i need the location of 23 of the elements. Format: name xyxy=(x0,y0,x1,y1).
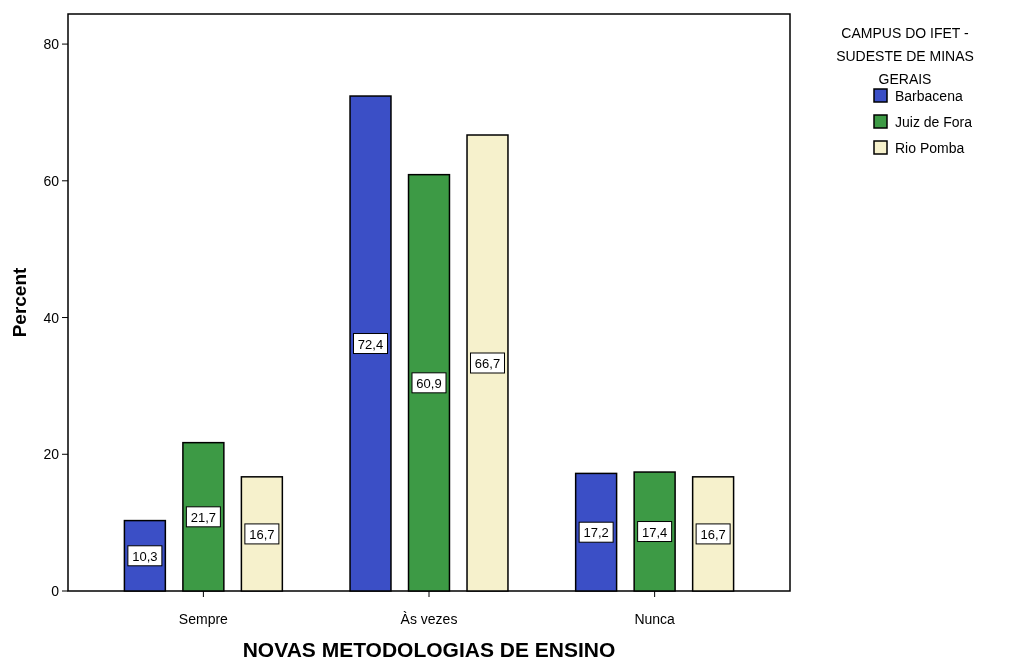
data-label: 72,4 xyxy=(357,336,384,352)
data-label: 17,2 xyxy=(583,525,609,541)
data-label: 10,3 xyxy=(132,548,158,564)
y-tick-label: 0 xyxy=(51,583,60,599)
y-tick-label: 60 xyxy=(43,172,60,189)
y-axis-title: Percent xyxy=(9,266,30,338)
data-label: 60,9 xyxy=(416,375,442,391)
data-label: 21,7 xyxy=(190,509,217,525)
data-label: 16,7 xyxy=(249,526,275,542)
x-tick-label: Às vezes xyxy=(400,611,458,627)
legend-label: Barbacena xyxy=(895,88,963,104)
legend-title: CAMPUS DO IFET - SUDESTE DE MINAS GERAIS xyxy=(836,25,974,87)
y-tick-label: 20 xyxy=(43,446,60,463)
legend-label: Juiz de Fora xyxy=(895,114,973,130)
x-axis-title: NOVAS METODOLOGIAS DE ENSINO xyxy=(242,638,616,661)
data-label: 16,7 xyxy=(700,526,726,542)
x-tick-label: Sempre xyxy=(178,611,229,627)
data-label: 66,7 xyxy=(474,356,501,371)
y-tick-label: 40 xyxy=(43,309,60,326)
x-tick-label: Nunca xyxy=(634,611,676,627)
y-tick-label: 80 xyxy=(43,36,60,53)
data-label: 17,4 xyxy=(641,524,668,540)
legend-label: Rio Pomba xyxy=(895,140,965,156)
